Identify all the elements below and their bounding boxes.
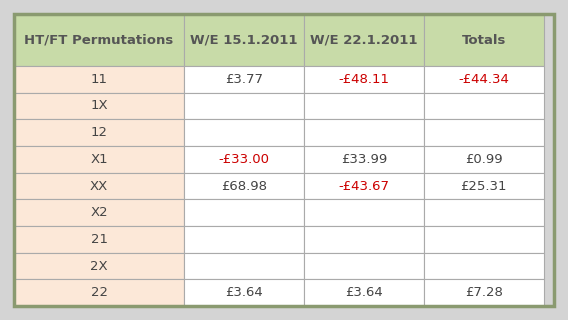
Bar <box>424 173 544 199</box>
Text: £3.77: £3.77 <box>225 73 263 86</box>
Text: -£33.00: -£33.00 <box>219 153 270 166</box>
Bar <box>184 253 304 279</box>
Text: £33.99: £33.99 <box>341 153 387 166</box>
Text: X2: X2 <box>90 206 108 219</box>
Bar <box>304 146 424 173</box>
Bar <box>304 66 424 93</box>
Text: £25.31: £25.31 <box>461 180 507 193</box>
Bar <box>184 14 304 66</box>
Text: 12: 12 <box>90 126 107 139</box>
Bar <box>304 279 424 306</box>
Bar <box>14 119 184 146</box>
Bar <box>184 93 304 119</box>
Bar <box>14 173 184 199</box>
Bar <box>184 119 304 146</box>
Text: -£48.11: -£48.11 <box>339 73 390 86</box>
Text: HT/FT Permutations: HT/FT Permutations <box>24 34 174 46</box>
Bar <box>14 199 184 226</box>
Bar <box>304 14 424 66</box>
Text: X1: X1 <box>90 153 108 166</box>
Bar <box>424 66 544 93</box>
Bar <box>184 173 304 199</box>
Text: XX: XX <box>90 180 108 193</box>
Text: £0.99: £0.99 <box>465 153 503 166</box>
Bar <box>304 173 424 199</box>
Bar <box>14 66 184 93</box>
Bar <box>14 93 184 119</box>
Bar <box>424 119 544 146</box>
Bar <box>184 279 304 306</box>
Text: W/E 22.1.2011: W/E 22.1.2011 <box>310 34 417 46</box>
Text: £7.28: £7.28 <box>465 286 503 299</box>
Bar <box>14 253 184 279</box>
Bar <box>424 146 544 173</box>
Bar <box>424 279 544 306</box>
Bar <box>184 146 304 173</box>
Bar <box>184 66 304 93</box>
Bar <box>14 14 184 66</box>
Text: 21: 21 <box>90 233 107 246</box>
Text: 11: 11 <box>90 73 107 86</box>
Text: 2X: 2X <box>90 260 108 273</box>
Text: £3.64: £3.64 <box>225 286 263 299</box>
Bar <box>424 93 544 119</box>
Bar <box>184 199 304 226</box>
Bar <box>304 226 424 253</box>
Text: £3.64: £3.64 <box>345 286 383 299</box>
Bar <box>304 93 424 119</box>
Bar <box>424 14 544 66</box>
Text: Totals: Totals <box>462 34 506 46</box>
Bar <box>304 119 424 146</box>
Text: W/E 15.1.2011: W/E 15.1.2011 <box>190 34 298 46</box>
Bar <box>304 253 424 279</box>
Bar <box>424 199 544 226</box>
Text: -£43.67: -£43.67 <box>339 180 390 193</box>
Text: £68.98: £68.98 <box>221 180 267 193</box>
Bar <box>14 146 184 173</box>
Text: 22: 22 <box>90 286 107 299</box>
Bar <box>424 226 544 253</box>
Bar <box>304 199 424 226</box>
Text: 1X: 1X <box>90 100 108 113</box>
Bar <box>424 253 544 279</box>
Text: -£44.34: -£44.34 <box>458 73 509 86</box>
Bar <box>14 279 184 306</box>
Bar <box>184 226 304 253</box>
Bar <box>14 226 184 253</box>
